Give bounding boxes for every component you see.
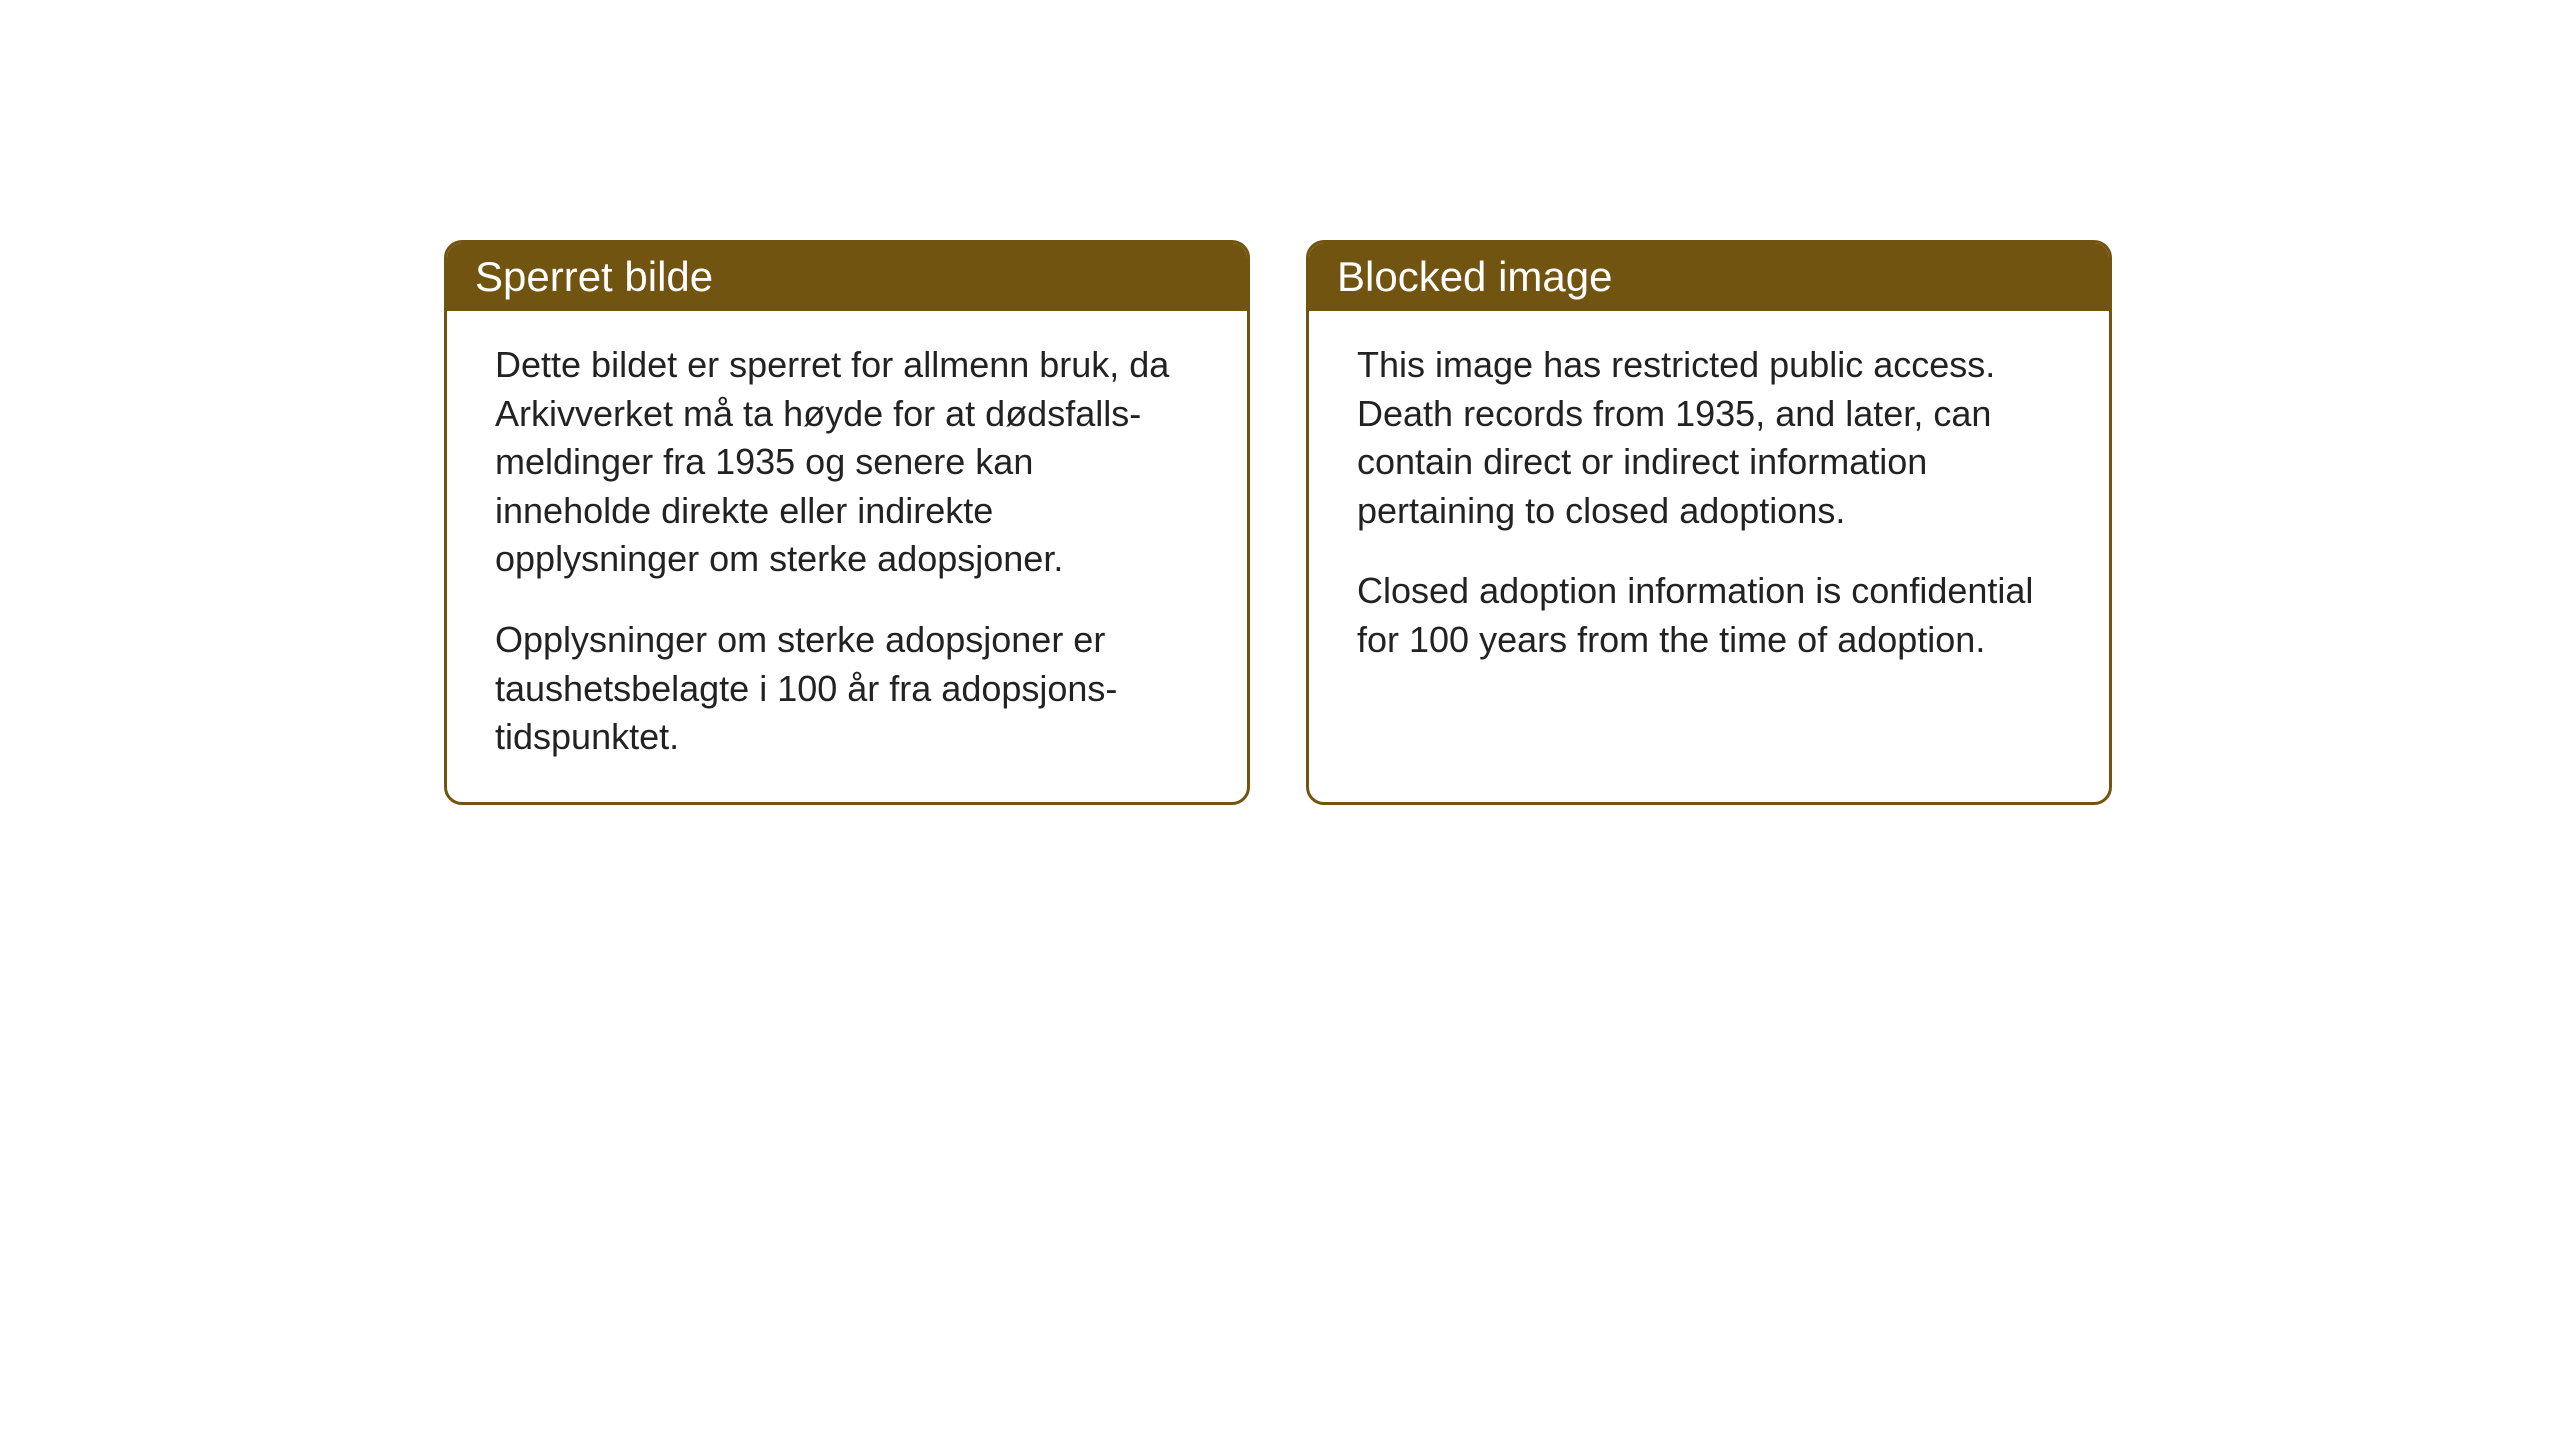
notice-paragraph-2-english: Closed adoption information is confident… <box>1357 567 2061 664</box>
notice-card-norwegian: Sperret bilde Dette bildet er sperret fo… <box>444 240 1250 805</box>
card-header-english: Blocked image <box>1309 243 2109 311</box>
notice-container: Sperret bilde Dette bildet er sperret fo… <box>444 240 2112 805</box>
notice-card-english: Blocked image This image has restricted … <box>1306 240 2112 805</box>
notice-paragraph-1-norwegian: Dette bildet er sperret for allmenn bruk… <box>495 341 1199 584</box>
notice-paragraph-1-english: This image has restricted public access.… <box>1357 341 2061 535</box>
card-body-norwegian: Dette bildet er sperret for allmenn bruk… <box>447 311 1247 802</box>
card-header-norwegian: Sperret bilde <box>447 243 1247 311</box>
card-body-english: This image has restricted public access.… <box>1309 311 2109 765</box>
notice-paragraph-2-norwegian: Opplysninger om sterke adopsjoner er tau… <box>495 616 1199 762</box>
